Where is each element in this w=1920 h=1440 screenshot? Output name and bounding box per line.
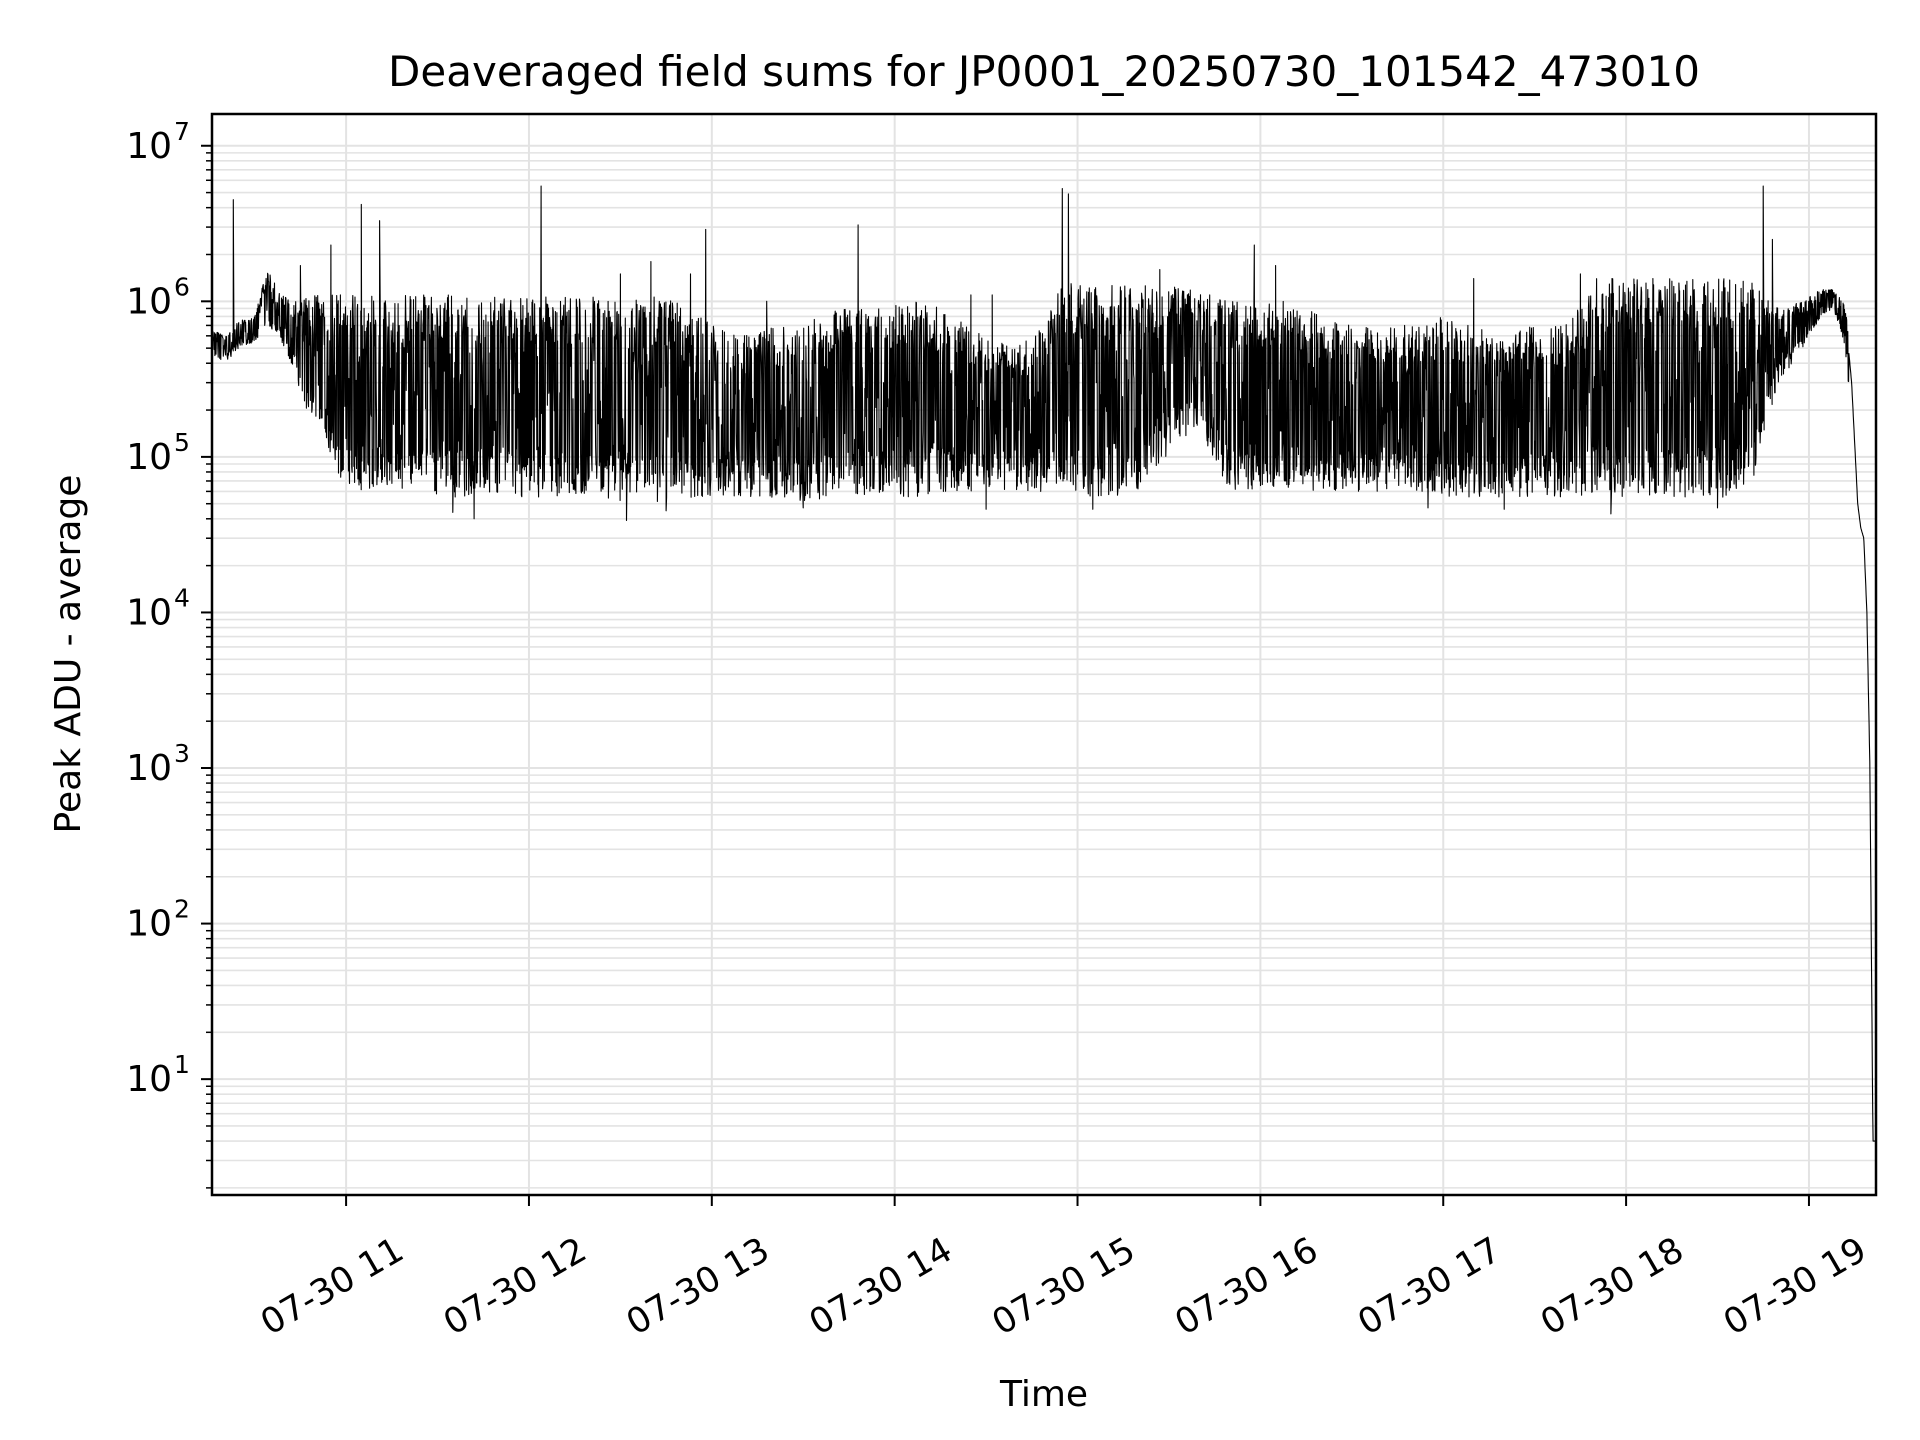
y-tick-label: 10 <box>126 437 172 478</box>
y-tick-label: 10 <box>126 281 172 322</box>
y-tick-exponent: 7 <box>174 117 190 146</box>
axes-frame <box>210 112 1878 1197</box>
y-tick-label: 10 <box>126 748 172 789</box>
y-tick-exponent: 2 <box>174 895 190 924</box>
y-tick-label: 10 <box>126 1059 172 1100</box>
chart-title: Deaveraged field sums for JP0001_2025073… <box>388 47 1700 96</box>
y-tick-label: 10 <box>126 126 172 167</box>
series-line <box>211 185 1877 1142</box>
y-axis-label: Peak ADU - average <box>48 475 89 834</box>
y-tick-exponent: 6 <box>174 272 190 301</box>
plot-area <box>211 185 1877 1142</box>
y-tick-label: 10 <box>126 592 172 633</box>
y-tick-exponent: 4 <box>174 583 190 612</box>
y-tick-exponent: 3 <box>174 739 190 768</box>
y-tick-exponent: 5 <box>174 428 190 457</box>
x-axis-label: Time <box>999 1374 1088 1415</box>
y-tick-label: 10 <box>126 904 172 945</box>
y-tick-exponent: 1 <box>174 1050 190 1079</box>
